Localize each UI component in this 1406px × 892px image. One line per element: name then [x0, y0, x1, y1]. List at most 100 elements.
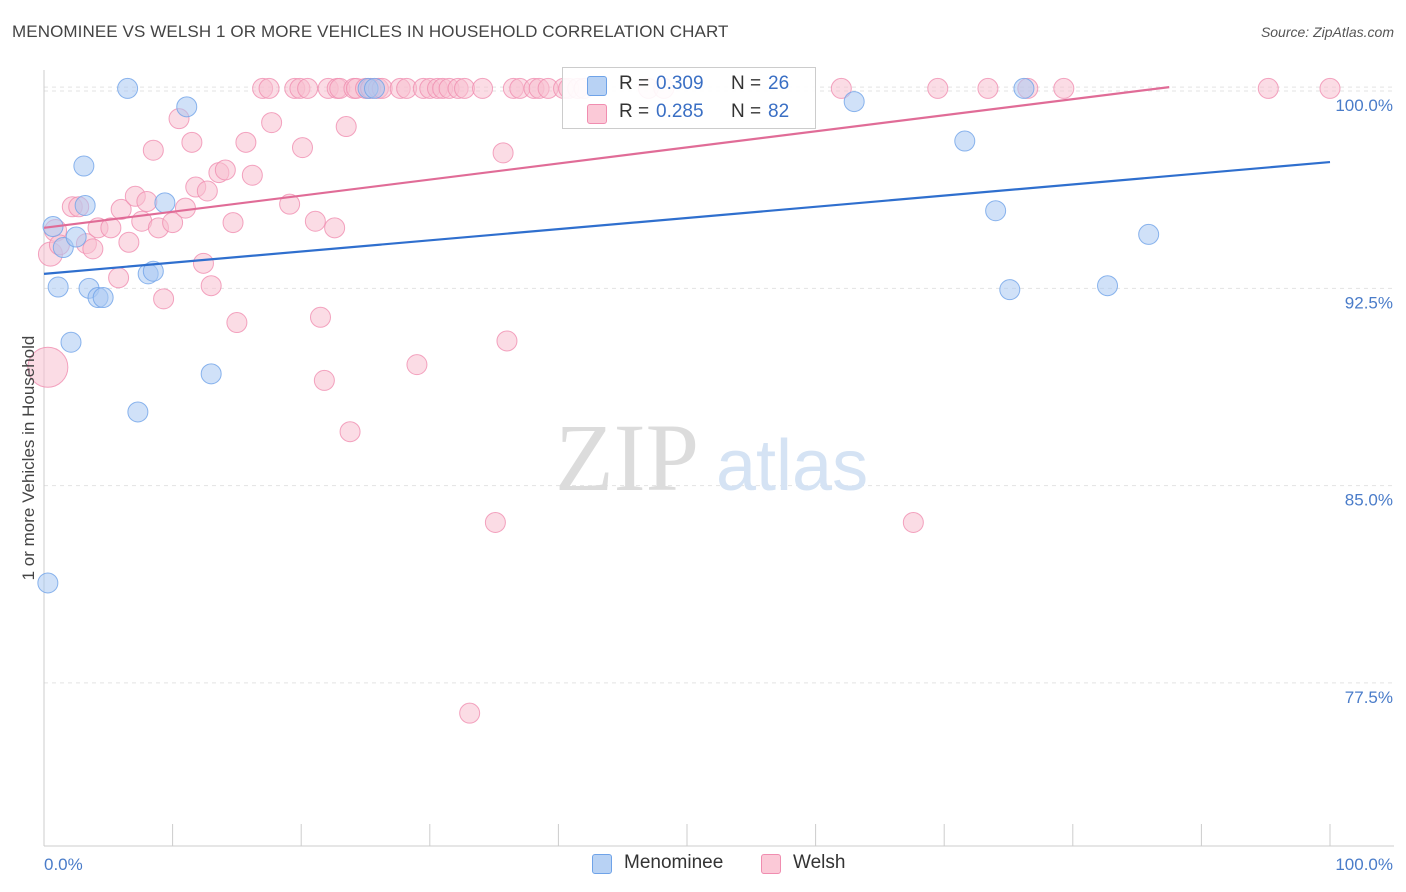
- y-tick-label: 92.5%: [1345, 293, 1393, 312]
- welsh-point: [200, 275, 222, 297]
- menominee-point: [364, 77, 386, 99]
- menominee-point: [65, 226, 87, 248]
- legend-row-menominee: R = 0.309 N = 26: [563, 73, 815, 101]
- welsh-point: [297, 77, 319, 99]
- welsh-point: [108, 267, 130, 289]
- x-ticks: [43, 824, 1331, 846]
- welsh-point: [136, 191, 158, 213]
- welsh-point: [977, 77, 999, 99]
- welsh-point: [902, 511, 924, 533]
- menominee-point: [154, 192, 176, 214]
- welsh-point: [304, 210, 326, 232]
- welsh-point: [459, 702, 481, 724]
- welsh-point: [153, 288, 175, 310]
- welsh-point: [472, 77, 494, 99]
- welsh-point: [241, 164, 263, 186]
- series-welsh: [27, 77, 1341, 724]
- welsh-point: [118, 231, 140, 253]
- menominee-point: [200, 363, 222, 385]
- menominee-point: [127, 401, 149, 423]
- welsh-point: [100, 217, 122, 239]
- welsh-point: [496, 330, 518, 352]
- welsh-point: [484, 511, 506, 533]
- legend-row-welsh: R = 0.285 N = 82: [563, 101, 815, 129]
- welsh-point: [196, 180, 218, 202]
- menominee-point: [999, 279, 1021, 301]
- y-tick-label: 85.0%: [1345, 491, 1393, 510]
- welsh-point: [142, 139, 164, 161]
- series-menominee: [37, 77, 1160, 594]
- legend-r-label: R =: [619, 73, 650, 94]
- menominee-point: [1013, 77, 1035, 99]
- trend-lines: [43, 86, 1331, 275]
- watermark-atlas: atlas: [716, 426, 868, 506]
- welsh-point: [258, 77, 280, 99]
- legend-r-label: R =: [619, 101, 650, 122]
- welsh-point: [1257, 77, 1279, 99]
- welsh-point: [235, 131, 257, 153]
- welsh-point: [226, 312, 248, 334]
- legend-n-label: N =: [731, 73, 762, 94]
- welsh-point: [181, 131, 203, 153]
- legend-r-value: 0.309: [656, 73, 704, 94]
- menominee-point: [1138, 223, 1160, 245]
- chart-source: Source: ZipAtlas.com: [1260, 24, 1394, 40]
- menominee-point: [92, 287, 114, 309]
- menominee-point: [1097, 275, 1119, 297]
- menominee-point: [176, 96, 198, 118]
- legend-n-value: 82: [768, 101, 790, 122]
- welsh-point: [214, 159, 236, 181]
- welsh-point: [406, 354, 428, 376]
- legend-n-value: 26: [768, 73, 790, 94]
- bottom-legend-label-menominee: Menominee: [624, 852, 724, 873]
- welsh-point: [1053, 77, 1075, 99]
- welsh-point: [110, 198, 132, 220]
- menominee-point: [74, 194, 96, 216]
- welsh-point: [309, 306, 331, 328]
- menominee-point: [985, 200, 1007, 222]
- welsh-point: [222, 212, 244, 234]
- welsh-point: [830, 77, 852, 99]
- welsh-point: [1319, 77, 1341, 99]
- y-tick-label: 77.5%: [1345, 688, 1393, 707]
- welsh-point: [454, 77, 476, 99]
- menominee-point: [73, 155, 95, 177]
- bottom-legend-swatch-menominee: [592, 854, 612, 874]
- x-tick-label-max: 100.0%: [1335, 855, 1393, 874]
- welsh-point: [27, 346, 69, 388]
- welsh-point: [313, 369, 335, 391]
- menominee-point: [37, 572, 59, 594]
- welsh-point: [279, 193, 301, 215]
- x-tick-label-min: 0.0%: [44, 855, 83, 874]
- y-tick-label: 100.0%: [1335, 96, 1393, 115]
- x-tick-labels: 0.0% 100.0%: [44, 855, 1393, 874]
- bottom-legend-label-welsh: Welsh: [793, 852, 846, 873]
- welsh-point: [192, 252, 214, 274]
- welsh-point: [335, 116, 357, 138]
- axes: [43, 70, 1394, 847]
- legend-swatch-welsh: [587, 104, 607, 124]
- stats-legend: R = 0.309 N = 26 R = 0.285 N = 82: [562, 67, 816, 129]
- menominee-point: [60, 331, 82, 353]
- welsh-point: [339, 421, 361, 443]
- welsh-trend-line: [43, 86, 1170, 229]
- menominee-trend-line: [43, 160, 1331, 275]
- menominee-point: [117, 77, 139, 99]
- welsh-point: [291, 137, 313, 159]
- legend-swatch-menominee: [587, 76, 607, 96]
- legend-r-value: 0.285: [656, 101, 704, 122]
- legend-n-label: N =: [731, 101, 762, 122]
- menominee-point: [843, 91, 865, 113]
- chart-title: MENOMINEE VS WELSH 1 OR MORE VEHICLES IN…: [12, 22, 729, 41]
- welsh-point: [261, 112, 283, 134]
- y-axis-label: 1 or more Vehicles in Household: [19, 336, 38, 581]
- watermark: ZIP atlas: [555, 404, 868, 511]
- welsh-point: [324, 217, 346, 239]
- welsh-point: [174, 197, 196, 219]
- watermark-zip: ZIP: [555, 404, 699, 511]
- menominee-point: [954, 130, 976, 152]
- bottom-legend-swatch-welsh: [761, 854, 781, 874]
- welsh-point: [927, 77, 949, 99]
- welsh-point: [492, 142, 514, 164]
